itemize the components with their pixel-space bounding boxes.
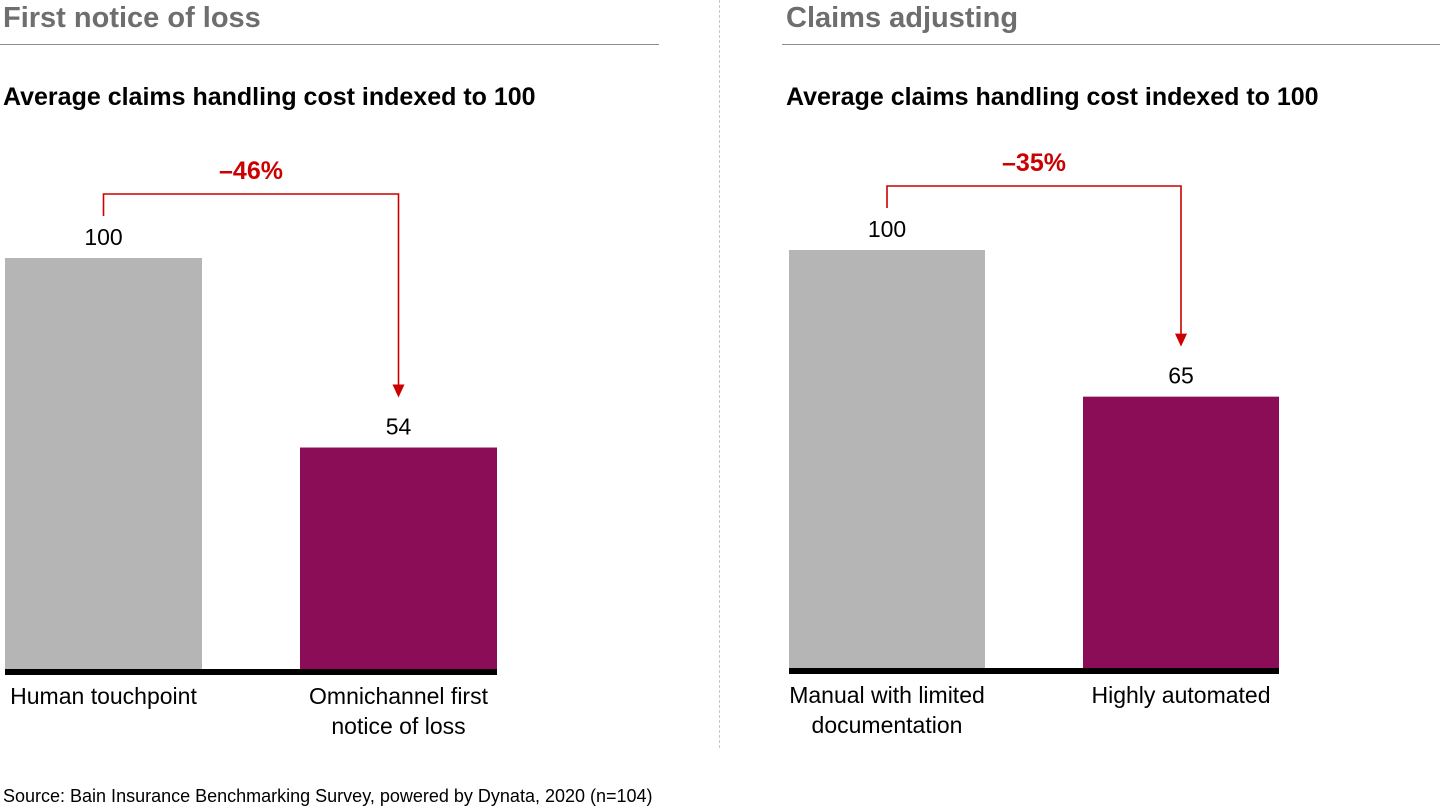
data-label: 54	[386, 414, 412, 440]
change-bracket	[102, 193, 400, 386]
change-label: –35%	[1002, 149, 1066, 177]
data-label: 100	[84, 224, 122, 250]
x-axis-baseline	[5, 669, 497, 675]
category-label-line: Highly automated	[1092, 682, 1271, 708]
title-rule	[782, 44, 1440, 45]
category-label: Omnichannel first notice of loss	[309, 683, 489, 739]
change-arrowhead	[1175, 333, 1187, 347]
category-label-line: documentation	[812, 712, 963, 738]
bar-chart-claims-adjusting: 100 Manual with limited documentation 65 Hig…	[789, 149, 1279, 738]
bar-2	[1083, 396, 1279, 669]
panel-title-first-notice-of-loss: First notice of loss	[3, 2, 261, 34]
data-label: 100	[868, 216, 906, 242]
category-label: Highly automated	[1092, 682, 1271, 708]
source-note: Source: Bain Insurance Benchmarking Surv…	[3, 786, 653, 806]
change-bracket	[886, 185, 1182, 335]
chart-subtitle: Average claims handling cost indexed to …	[786, 83, 1319, 111]
category-label: Manual with limited documentation	[789, 682, 985, 738]
panel-title-claims-adjusting: Claims adjusting	[786, 2, 1019, 34]
category-label-line: Omnichannel first	[309, 683, 489, 709]
bar-chart-first-notice-of-loss: 100 Human touchpoint 54 Omnichannel first no…	[5, 157, 497, 739]
bar-1	[789, 250, 985, 669]
category-label-line: notice of loss	[331, 713, 465, 739]
bar-2	[300, 447, 497, 670]
category-label-line: Manual with limited	[789, 682, 985, 708]
title-rule	[0, 44, 659, 45]
change-arrowhead	[392, 384, 405, 398]
x-axis-baseline	[789, 668, 1279, 674]
panel-divider	[719, 0, 720, 748]
data-label: 65	[1168, 363, 1194, 389]
chart-subtitle: Average claims handling cost indexed to …	[3, 83, 536, 111]
category-label-line: Human touchpoint	[10, 683, 197, 709]
change-label: –46%	[219, 157, 283, 185]
category-label: Human touchpoint	[10, 683, 197, 709]
bar-1	[5, 258, 202, 670]
